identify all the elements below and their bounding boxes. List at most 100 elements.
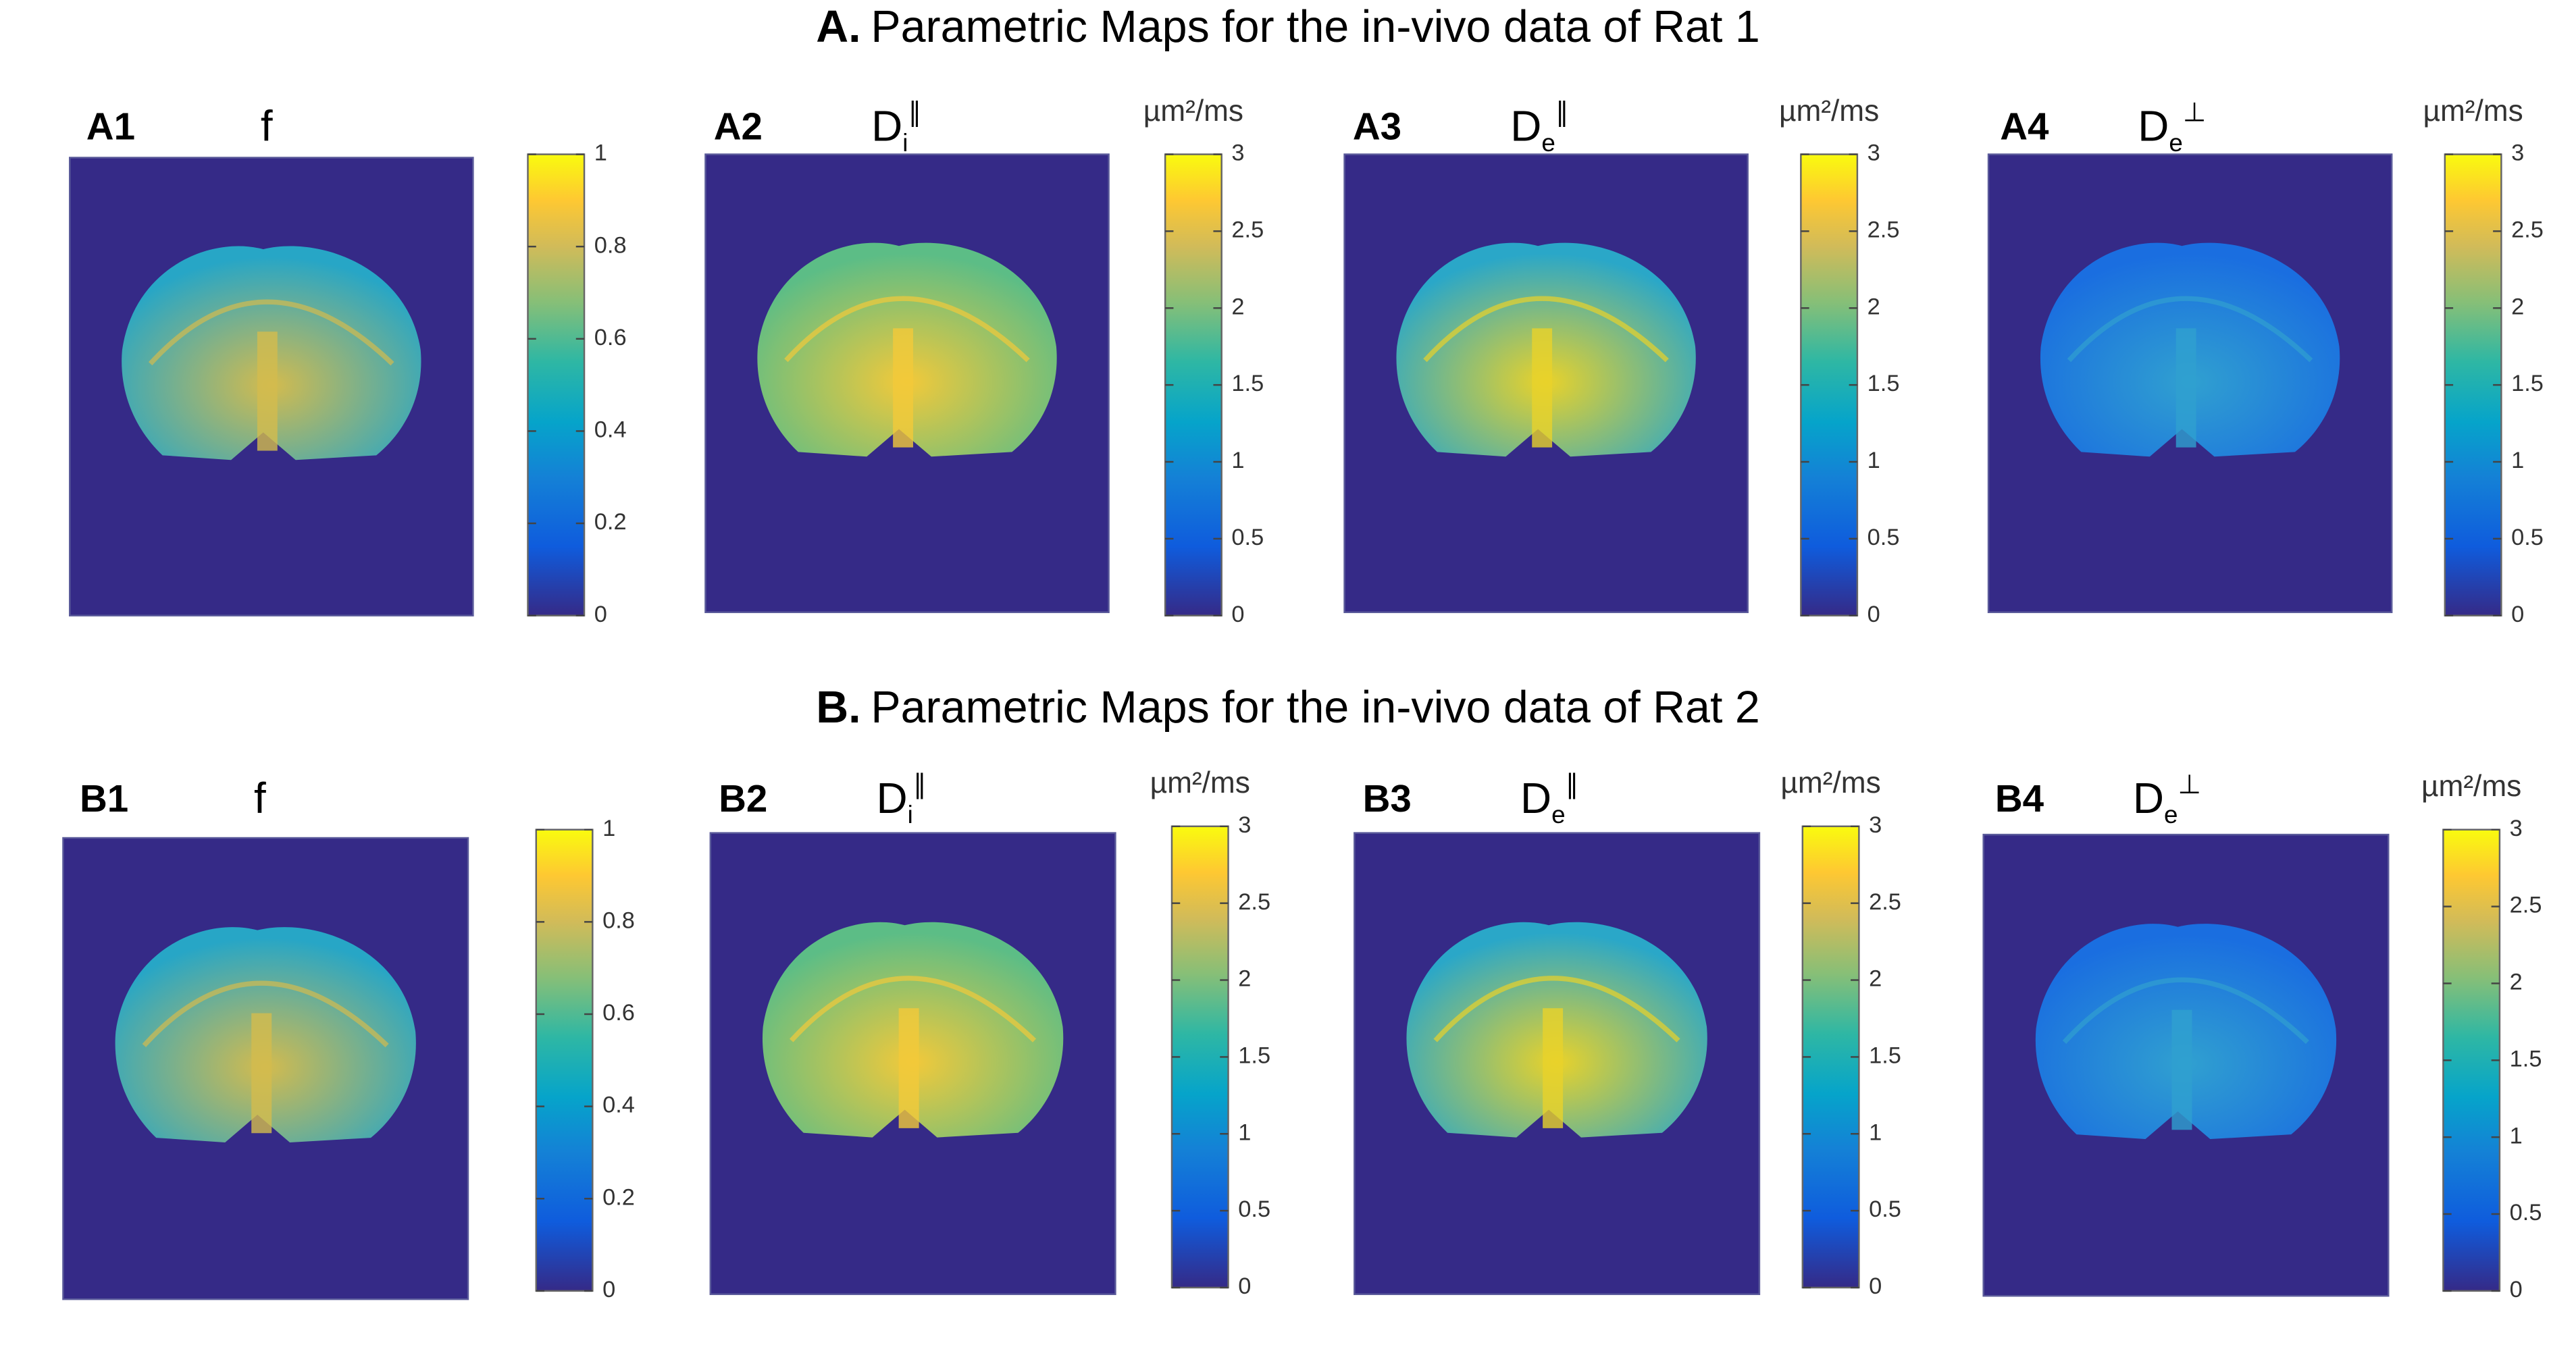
section-text: Parametric Maps for the in-vivo data of … (871, 2, 1759, 52)
colorbar-tick-label: 0.2 (594, 509, 627, 535)
parameter-name: De⊥ (2133, 770, 2201, 828)
parameter-name: De⊥ (2138, 98, 2206, 157)
colorbar-tick-label: 1.5 (2511, 371, 2544, 396)
colorbar-tick-label: 0 (594, 602, 607, 627)
colorbar-tick-label: 2.5 (1867, 217, 1900, 242)
corpus-callosum (142, 980, 389, 1048)
colorbar-tick-label: 2 (2511, 294, 2524, 319)
section-title: A. Parametric Maps for the in-vivo data o… (816, 2, 1759, 52)
unit-label: µm²/ms (1780, 766, 1880, 799)
colorbar-tick-label: 1.5 (1231, 371, 1264, 396)
corpus-callosum (148, 299, 394, 366)
colorbar-tick-label: 0.2 (602, 1184, 635, 1210)
colorbar-tick-label: 0 (2510, 1277, 2523, 1302)
colorbar-tick-label: 0.4 (594, 417, 627, 443)
colorbar-tick-label: 0.8 (602, 907, 635, 933)
colorbar-tick-label: 2 (1238, 966, 1251, 992)
panel-label: A1 (86, 105, 135, 148)
panel: B2 Di∥ µm²/ms 0 0.5 1 1.5 2 2.5 3 (709, 766, 1270, 1299)
colorbar (527, 153, 586, 616)
corpus-callosum (2067, 296, 2313, 363)
parameter-base: D (1510, 102, 1541, 151)
panel: A1 f 0 0.2 0.4 0.6 0.8 1 (69, 102, 627, 627)
section-title: B. Parametric Maps for the in-vivo data o… (816, 682, 1759, 732)
colorbar-tick-label: 2 (1869, 966, 1882, 992)
parameter-sup: ∥ (908, 98, 922, 128)
colorbar-tick-label: 1 (1238, 1119, 1251, 1145)
colorbar (1801, 825, 1860, 1289)
colorbar-tick-label: 0 (1238, 1273, 1251, 1299)
colorbar (1164, 153, 1222, 616)
panel: B1 f 0 0.2 0.4 0.6 0.8 1 (62, 774, 635, 1302)
parameter-sup: ∥ (1555, 98, 1569, 128)
colorbar (2444, 153, 2502, 616)
parameter-sup: ⊥ (2183, 98, 2206, 128)
parameter-name: Di∥ (877, 770, 927, 828)
parameter-name: De∥ (1520, 770, 1578, 828)
parameter-base: D (2133, 774, 2164, 822)
colorbar-tick-label: 3 (1867, 140, 1880, 166)
colorbar-tick-label: 1 (1867, 448, 1880, 473)
panel-label: B2 (719, 777, 767, 820)
colorbar (2442, 828, 2501, 1292)
colorbar-tick-label: 1.5 (2510, 1046, 2542, 1072)
parameter-base: f (261, 102, 273, 151)
colorbar-tick-label: 3 (1238, 812, 1251, 838)
section-text: Parametric Maps for the in-vivo data of … (871, 682, 1759, 732)
colorbar-tick-label: 1 (602, 816, 615, 841)
colorbar-tick-label: 0.5 (1867, 525, 1900, 550)
colorbar-tick-label: 0.8 (594, 232, 627, 258)
parameter-sup: ⊥ (2178, 770, 2200, 799)
colorbar-tick-label: 0 (602, 1277, 615, 1302)
colorbar-tick-label: 2.5 (2510, 893, 2542, 918)
midline (2175, 328, 2196, 448)
colorbar-tick-label: 0.4 (602, 1092, 635, 1118)
colorbar-tick-label: 1 (594, 140, 607, 166)
panel-label: A4 (2000, 105, 2049, 148)
panel-label: A3 (1353, 105, 1401, 148)
unit-label: µm²/ms (2423, 95, 2523, 128)
colorbar-tick-label: 0.5 (1869, 1196, 1901, 1222)
colorbar-tick-label: 2.5 (1869, 889, 1901, 915)
panel-label: B3 (1363, 777, 1412, 820)
colorbar (535, 828, 594, 1292)
midline (893, 328, 913, 448)
colorbar-tick-label: 2.5 (1238, 889, 1270, 915)
parameter-name: f (261, 102, 273, 151)
colorbar-tick-label: 1 (2510, 1123, 2523, 1149)
colorbar (1170, 825, 1229, 1289)
parameter-sup: ∥ (913, 770, 927, 799)
midline (1532, 328, 1553, 448)
colorbar-tick-label: 0.6 (594, 325, 627, 350)
corpus-callosum (784, 296, 1030, 363)
colorbar-tick-label: 1 (2511, 448, 2524, 473)
parameter-base: D (877, 774, 908, 822)
colorbar-tick-label: 0.6 (602, 1000, 635, 1026)
colorbar-tick-label: 2.5 (1231, 217, 1264, 242)
parameter-base: f (254, 774, 266, 822)
parameter-sub: e (1541, 129, 1555, 157)
colorbar-tick-label: 0 (1867, 602, 1880, 627)
panel-label: B4 (1995, 777, 2044, 820)
colorbar-tick-label: 3 (1231, 140, 1244, 166)
parameter-sub: i (902, 129, 908, 157)
panel-label: A2 (714, 105, 763, 148)
panel: A3 De∥ µm²/ms 0 0.5 1 1.5 2 2.5 3 (1343, 95, 1900, 627)
midline (1543, 1008, 1564, 1128)
panel: A2 Di∥ µm²/ms 0 0.5 1 1.5 2 2.5 3 (704, 95, 1264, 627)
panel: A4 De⊥ µm²/ms 0 0.5 1 1.5 2 2.5 3 (1987, 95, 2544, 627)
panel: B3 De∥ µm²/ms 0 0.5 1 1.5 2 2.5 3 (1354, 766, 1901, 1299)
colorbar-tick-label: 0 (2511, 602, 2524, 627)
panel-label: B1 (80, 777, 128, 820)
section-label: A. (816, 2, 860, 52)
parameter-sup: ∥ (1566, 770, 1579, 799)
corpus-callosum (790, 976, 1037, 1043)
parameter-sub: e (2169, 129, 2183, 157)
colorbar (1800, 153, 1859, 616)
parameter-base: D (871, 102, 902, 151)
corpus-callosum (1433, 976, 1680, 1043)
colorbar-tick-label: 0.5 (1238, 1196, 1270, 1222)
corpus-callosum (1423, 296, 1669, 363)
